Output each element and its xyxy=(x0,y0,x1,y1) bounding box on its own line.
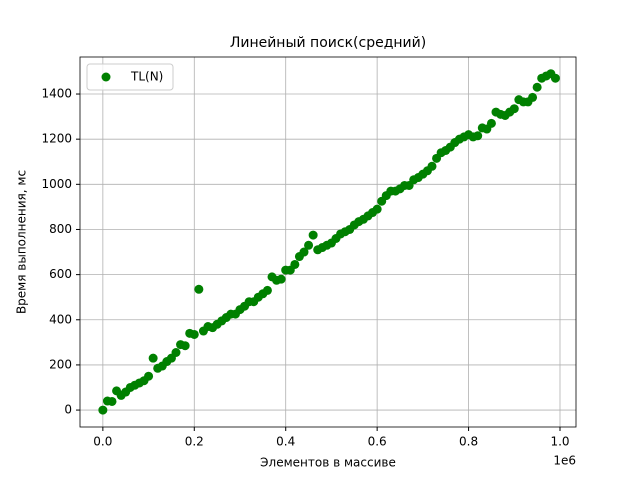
point xyxy=(107,396,117,406)
legend-marker xyxy=(101,72,111,82)
point xyxy=(98,405,108,415)
point xyxy=(194,284,204,294)
point xyxy=(144,371,154,381)
x-tick-label: 0.6 xyxy=(368,435,387,449)
y-tick-label: 0 xyxy=(64,403,72,417)
y-tick-label: 600 xyxy=(49,267,72,281)
point xyxy=(148,353,158,363)
y-tick-label: 1400 xyxy=(41,87,72,101)
y-tick-label: 800 xyxy=(49,222,72,236)
point xyxy=(372,204,382,214)
legend: TL(N) xyxy=(86,63,174,91)
chart-title: Линейный поиск(средний) xyxy=(230,35,426,51)
point xyxy=(262,285,272,295)
x-tick-label: 1.0 xyxy=(550,435,569,449)
point xyxy=(473,131,483,141)
y-axis-label: Время выполнения, мс xyxy=(15,170,29,314)
point xyxy=(550,73,560,83)
point xyxy=(189,329,199,339)
point xyxy=(308,230,318,240)
point xyxy=(427,161,437,171)
x-tick-label: 0.4 xyxy=(276,435,295,449)
x-offset-label: 1e6 xyxy=(553,454,576,468)
point xyxy=(509,104,519,114)
x-tick-label: 0.0 xyxy=(93,435,112,449)
y-tick-label: 200 xyxy=(49,357,72,371)
plot-frame xyxy=(79,56,577,428)
point xyxy=(171,348,181,358)
point xyxy=(299,247,309,257)
y-tick-label: 400 xyxy=(49,312,72,326)
legend-box xyxy=(86,63,174,91)
x-tick-label: 0.2 xyxy=(185,435,204,449)
point xyxy=(532,82,542,92)
y-tick-label: 1000 xyxy=(41,177,72,191)
point xyxy=(180,341,190,351)
x-axis-label: Элементов в массиве xyxy=(260,456,396,470)
x-tick-label: 0.8 xyxy=(459,435,478,449)
legend-label: TL(N) xyxy=(130,70,163,84)
point xyxy=(276,274,286,284)
point xyxy=(486,118,496,128)
point xyxy=(290,259,300,269)
point xyxy=(528,92,538,102)
point xyxy=(304,240,314,250)
y-tick-label: 1200 xyxy=(41,132,72,146)
